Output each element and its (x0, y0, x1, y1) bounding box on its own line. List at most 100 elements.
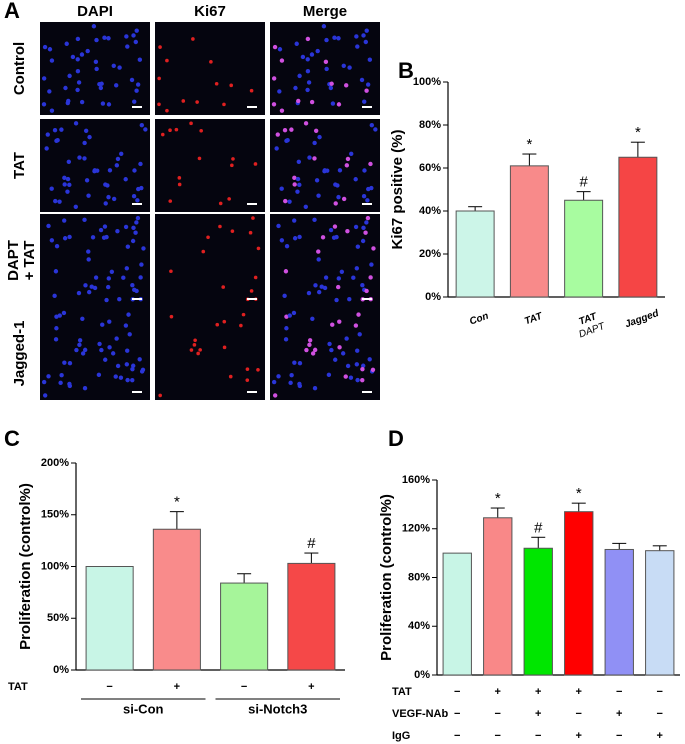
annotation: * (526, 136, 532, 153)
nucleus (62, 175, 67, 181)
nucleus (165, 108, 169, 113)
nucleus (61, 310, 67, 316)
nucleus (106, 276, 111, 281)
nucleus (344, 83, 349, 88)
nucleus (322, 169, 327, 174)
nucleus (109, 269, 115, 274)
nucleus (67, 360, 73, 366)
y-tick-label: 80% (419, 119, 441, 131)
nucleus (82, 347, 88, 353)
nucleus (305, 36, 311, 42)
nucleus (197, 156, 202, 161)
nucleus (137, 57, 143, 62)
y-tick-label: 0% (425, 291, 441, 303)
nucleus (42, 393, 48, 398)
nucleus (276, 223, 281, 229)
nucleus (368, 161, 373, 167)
nucleus (117, 65, 122, 70)
row-label: DAPT+ TAT (5, 240, 38, 281)
nucleus (192, 343, 197, 347)
nucleus (355, 377, 360, 383)
nucleus (271, 102, 277, 107)
nucleus (47, 89, 52, 94)
row-label: TAT (11, 152, 28, 179)
nucleus (330, 101, 336, 106)
nucleus (292, 236, 298, 241)
nucleus (294, 41, 299, 46)
panel-label: B (398, 58, 414, 83)
nucleus (177, 182, 182, 187)
nucleus (66, 159, 72, 164)
nucleus (85, 48, 90, 54)
nucleus (49, 186, 54, 191)
bar (604, 548, 634, 676)
bar (455, 210, 495, 298)
annotation: * (576, 485, 582, 502)
y-tick-label: 40% (408, 620, 430, 632)
micrograph (155, 119, 265, 212)
nucleus (117, 296, 122, 302)
y-tick-label: 0% (414, 669, 430, 681)
nucleus (130, 283, 135, 288)
nucleus (291, 310, 297, 316)
y-tick-label: 80% (408, 571, 430, 583)
nucleus (53, 337, 59, 342)
nucleus (305, 68, 311, 74)
nucleus (103, 357, 108, 362)
group-label: si-Notch3 (248, 701, 307, 716)
condition-value: − (616, 686, 622, 698)
nucleus (297, 383, 303, 389)
nucleus (336, 276, 341, 281)
nucleus (125, 348, 130, 353)
y-tick-label: 0% (53, 664, 69, 676)
y-tick-label: 100% (41, 560, 69, 572)
nucleus (333, 182, 338, 187)
nucleus (106, 102, 112, 107)
nucleus (307, 338, 313, 343)
nucleus (364, 88, 369, 93)
nucleus (52, 128, 58, 133)
nucleus (365, 215, 371, 221)
nucleus (119, 151, 124, 157)
nucleus (75, 57, 80, 62)
micrograph (40, 307, 150, 400)
bar (509, 165, 549, 298)
nucleus (189, 121, 193, 126)
nucleus (355, 44, 360, 49)
nucleus (168, 128, 172, 133)
nucleus (329, 347, 334, 353)
nucleus (297, 73, 302, 79)
nucleus (218, 201, 223, 206)
nucleus (312, 385, 318, 391)
nucleus (289, 127, 294, 132)
nucleus (306, 290, 312, 296)
annotation: * (174, 494, 180, 511)
nucleus (297, 182, 302, 188)
bar (564, 511, 594, 676)
micrograph (155, 22, 265, 115)
nucleus (201, 249, 206, 254)
nucleus (253, 275, 258, 280)
nucleus (62, 182, 67, 187)
annotation: # (534, 519, 543, 536)
nucleus (364, 288, 369, 294)
nucleus (132, 99, 137, 104)
nucleus (354, 266, 360, 271)
nucleus (344, 163, 350, 168)
nucleus (134, 28, 139, 33)
nucleus (320, 235, 326, 240)
nucleus (279, 238, 285, 243)
nucleus (86, 289, 92, 295)
nucleus (130, 366, 135, 372)
nucleus (282, 293, 287, 299)
nucleus (168, 199, 173, 203)
nucleus (96, 372, 102, 378)
nucleus (351, 275, 356, 280)
x-tick-label: TAT (523, 311, 544, 328)
nucleus (42, 44, 48, 50)
condition-value: − (576, 708, 582, 720)
nucleus (98, 227, 104, 233)
nucleus (340, 351, 346, 356)
nucleus (115, 363, 121, 369)
nucleus (337, 345, 342, 350)
